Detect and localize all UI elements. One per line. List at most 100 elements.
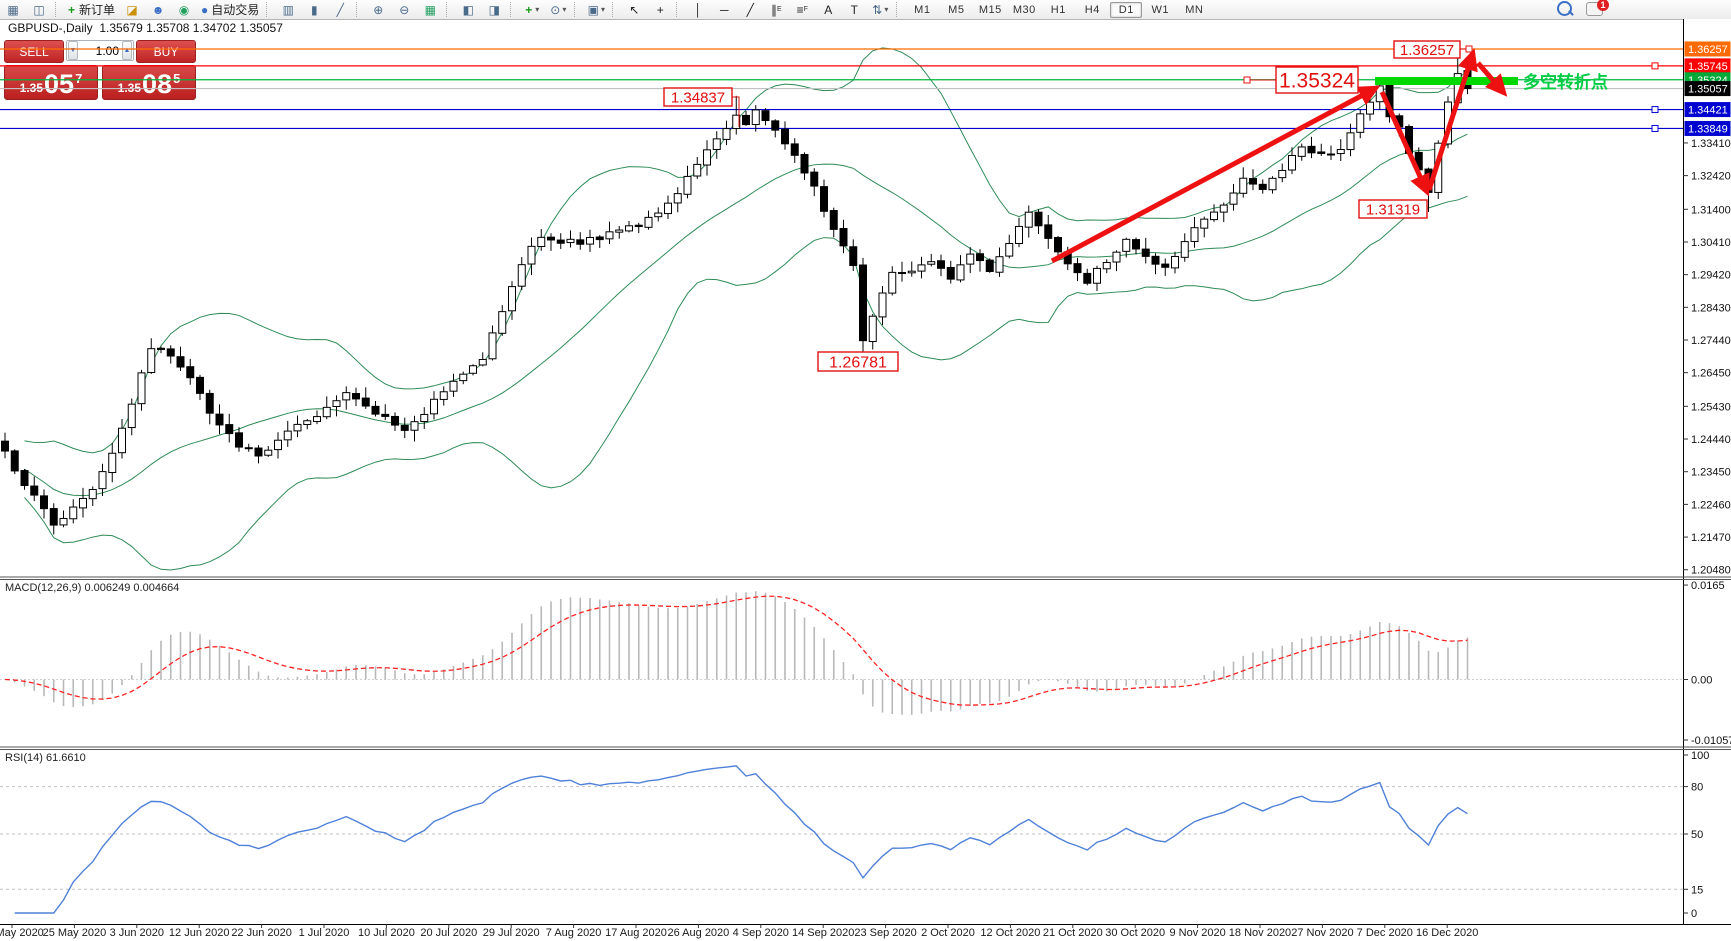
candle [888, 271, 897, 294]
candle [576, 239, 585, 245]
main-chart-panel[interactable]: 多空转折点 1.34837 1.35324 1.36257 1.31319 1.26781 [0, 40, 1683, 571]
timeframe-button-mn[interactable]: MN [1185, 3, 1204, 16]
candle [108, 452, 117, 474]
candle [235, 432, 243, 448]
rsi-label: RSI(14) 61.6610 [5, 752, 86, 764]
add-indicator-button[interactable]: + ▾ [525, 2, 540, 17]
periodicity-button[interactable]: ⊙ ▾ [550, 2, 567, 17]
candle [420, 413, 429, 423]
timeframe-button-h4[interactable]: H4 [1084, 3, 1100, 16]
symbol-period-label: GBPUSD-,Daily [8, 21, 93, 35]
timeframe-button-m15[interactable]: M15 [978, 3, 1002, 16]
templates-button[interactable]: ▣ ▾ [587, 2, 605, 17]
candle [1190, 227, 1199, 242]
candle [790, 143, 799, 156]
trend-arrow[interactable] [1476, 61, 1508, 97]
trendline-icon[interactable]: ╱ [746, 2, 754, 17]
line-chart-icon[interactable]: ╱ [336, 2, 344, 17]
buy-button[interactable]: BUY [136, 40, 196, 63]
auto-arrange-icon[interactable]: ◧ [462, 2, 474, 17]
sell-button[interactable]: SELL [4, 40, 64, 63]
expert-advisors-icon[interactable]: ☻ [151, 2, 165, 17]
candle [1112, 251, 1121, 263]
tile-windows-icon[interactable]: ▦ [424, 2, 436, 17]
arrange-windows-icon[interactable]: ◨ [488, 2, 500, 17]
rsi-tick-50: 50 [1691, 829, 1703, 841]
timeframe-button-w1[interactable]: W1 [1151, 3, 1170, 16]
horizontal-line-icon[interactable]: ─ [720, 2, 729, 17]
add-indicator-icon: + [525, 2, 533, 17]
svg-text:1.31319: 1.31319 [1366, 201, 1420, 218]
zoom-in-icon[interactable]: ⊕ [373, 2, 384, 17]
crosshair-icon[interactable]: + [656, 2, 664, 17]
bollinger-lower-band[interactable] [24, 195, 1468, 571]
timeframe-button-m1[interactable]: M1 [914, 3, 931, 16]
new-order-button[interactable]: + 新订单 [65, 1, 118, 19]
tick-chart-icon[interactable]: ◫ [33, 2, 45, 17]
candle [381, 413, 390, 417]
candles[interactable] [1, 48, 1472, 535]
fibonacci-icon[interactable]: ≡ F [796, 2, 808, 17]
bollinger-middle-band[interactable] [24, 133, 1468, 497]
macd-tick-0.0165: 0.0165 [1691, 580, 1725, 592]
candle [1258, 183, 1267, 190]
volume-increase-button[interactable]: ▲ [122, 41, 132, 60]
candle [127, 403, 136, 429]
auto-trading-icon: ● [201, 2, 209, 17]
line-handle[interactable] [1651, 62, 1659, 70]
signals-icon[interactable]: ◉ [178, 2, 190, 17]
candle [20, 470, 29, 486]
price-annotation-1.26781[interactable]: 1.26781 [817, 351, 899, 372]
text-label-icon[interactable]: T [850, 2, 858, 17]
trend-arrow[interactable] [1426, 48, 1478, 191]
price-tick-1.26450: 1.26450 [1691, 368, 1731, 380]
notifications-icon[interactable]: 1 [1586, 0, 1609, 16]
volume-decrease-button[interactable]: ▼ [68, 41, 78, 60]
text-icon[interactable]: A [824, 2, 833, 17]
candle [59, 517, 68, 526]
line-handle[interactable] [1651, 106, 1659, 114]
pivot-annotation-text[interactable]: 多空转折点 [1523, 72, 1608, 92]
arrows-button[interactable]: ⇅ ▾ [872, 2, 889, 17]
vertical-line-icon[interactable]: │ [694, 2, 703, 17]
trend-arrow[interactable] [1050, 85, 1381, 264]
candle [937, 260, 945, 269]
equidistant-channel-icon[interactable]: ∥ E [770, 2, 782, 17]
buy-price-big: 08 [142, 69, 173, 99]
candle [732, 114, 741, 130]
date-label: 2 Oct 2020 [921, 927, 975, 939]
zoom-out-icon[interactable]: ⊖ [399, 2, 410, 17]
timeframe-button-m30[interactable]: M30 [1012, 3, 1036, 16]
auto-trading-button[interactable]: ● 自动交易 [198, 1, 262, 19]
price-annotation-1.36257[interactable]: 1.36257 [1393, 40, 1473, 59]
price-annotation-1.34837[interactable]: 1.34837 [663, 87, 740, 127]
line-handle[interactable] [1651, 124, 1659, 132]
eraser-icon[interactable]: ◪ [126, 2, 138, 17]
toolbar-separator [266, 2, 272, 17]
price-annotation-1.31319[interactable]: 1.31319 [1358, 199, 1428, 219]
chart-canvas[interactable]: 多空转折点 1.34837 1.35324 1.36257 1.31319 1.26781… [0, 19, 1731, 941]
candle [995, 256, 1004, 273]
chart-window-icon[interactable]: ▦ [7, 2, 19, 17]
pivot-zone-highlight-bar[interactable] [1375, 77, 1518, 85]
date-label: 14 Sep 2020 [792, 927, 854, 939]
timeframe-button-d1[interactable]: D1 [1110, 1, 1143, 18]
bar-chart-icon[interactable]: ▥ [282, 2, 294, 17]
buy-price-box[interactable]: 1.35 08 5 [102, 65, 196, 100]
timeframe-button-m5[interactable]: M5 [948, 3, 965, 16]
bollinger-upper-band[interactable] [24, 47, 1468, 454]
trend-arrow[interactable] [1379, 90, 1430, 197]
timeframe-button-h1[interactable]: H1 [1050, 3, 1066, 16]
macd-panel[interactable] [0, 591, 1683, 715]
search-icon[interactable] [1557, 1, 1572, 16]
toolbar-separator [574, 2, 580, 17]
price-annotation-1.35324[interactable]: 1.35324 [1243, 66, 1359, 94]
volume-input[interactable] [79, 42, 121, 59]
volume-control: ▼ ▲ [66, 40, 134, 61]
candlestick-chart-icon[interactable]: ▮ [310, 2, 318, 17]
candle [88, 489, 97, 500]
cursor-icon[interactable]: ↖ [629, 2, 640, 17]
rsi-panel[interactable] [0, 765, 1683, 914]
